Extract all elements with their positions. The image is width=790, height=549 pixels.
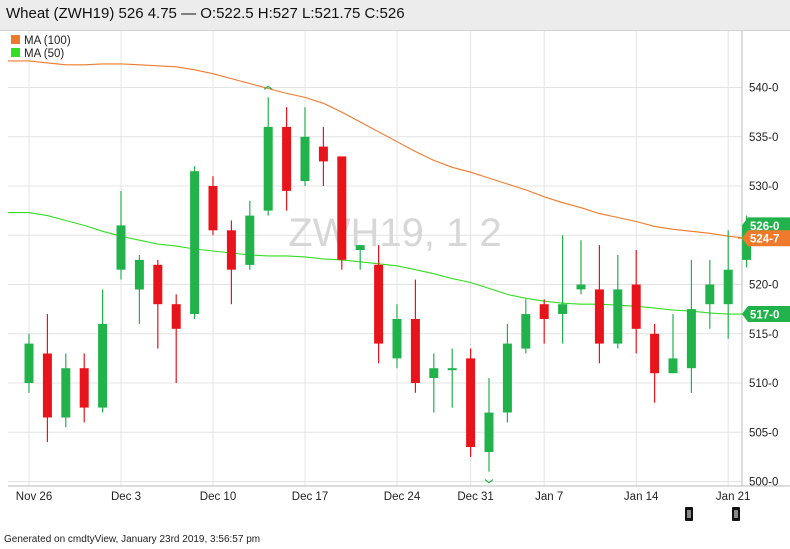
y-tick-label: 535-0 [749,132,778,144]
x-tick-label: Dec 10 [200,491,236,503]
x-tick-label: Dec 31 [457,491,493,503]
candle-body[interactable] [705,284,715,305]
legend-swatch [11,48,20,57]
x-tick-label: Dec 17 [292,491,328,503]
scroll-handle[interactable] [732,507,740,521]
candle-body[interactable] [613,289,623,344]
candle-body[interactable] [484,412,494,452]
x-tick-label: Jan 7 [535,491,563,503]
x-tick-label: Jan 14 [624,491,659,503]
price-badge [742,217,790,234]
candle-body[interactable] [42,353,52,418]
watermark-symbol: ZWH19, 1 2 [288,211,501,255]
price-badge-label: 526-0 [750,221,779,233]
candle-body[interactable] [245,215,255,265]
candle-body[interactable] [539,304,549,319]
candle-body[interactable] [392,319,402,359]
candle-body[interactable] [171,304,181,329]
candle-body[interactable] [116,225,126,270]
y-tick-label: 505-0 [749,427,778,439]
legend-swatch [11,35,20,44]
candle-body[interactable] [502,343,512,413]
chart-title: Wheat (ZWH19) 526 4.75 — O:522.5 H:527 L… [6,5,405,22]
candle-body[interactable] [576,284,586,290]
ma100-line [8,60,747,239]
candle-body[interactable] [337,156,347,260]
candle-body[interactable] [226,230,236,270]
candle-body[interactable] [79,368,89,408]
candle-body[interactable] [521,314,531,349]
candle-body[interactable] [447,368,457,371]
candle-body[interactable] [723,269,733,305]
candle-body[interactable] [466,358,476,447]
candle-body[interactable] [208,186,218,231]
legend-label: MA (100) [24,35,71,47]
candle-body[interactable] [318,146,328,162]
x-tick-label: Jan 21 [716,491,751,503]
legend-label: MA (50) [24,48,64,60]
candle-body[interactable] [24,343,34,383]
candle-body[interactable] [410,319,420,383]
candle-body[interactable] [153,264,163,305]
y-tick-label: 520-0 [749,280,778,292]
candle-body[interactable] [668,358,678,374]
x-tick-label: Nov 26 [16,491,52,503]
scroll-handle[interactable] [685,507,693,521]
candle-body[interactable] [374,264,384,344]
candle-body[interactable] [282,126,292,191]
price-badge-label: 517-0 [750,310,779,322]
candle-body[interactable] [134,259,144,290]
candle-body[interactable] [650,333,660,374]
candle-body[interactable] [98,323,108,408]
price-badge [742,230,790,247]
y-tick-label: 515-0 [749,329,778,341]
x-tick-label: Dec 24 [384,491,421,503]
extreme-marker-icon [263,85,273,90]
candle-body[interactable] [686,309,696,369]
y-tick-label: 530-0 [749,181,778,193]
y-tick-label: 540-0 [749,83,778,95]
candle-body[interactable] [594,289,604,344]
x-tick-label: Dec 3 [111,491,141,503]
candle-body[interactable] [61,368,71,418]
price-badge [742,306,790,323]
y-tick-label: 510-0 [749,378,778,390]
candle-body[interactable] [631,284,641,329]
extreme-marker-icon [484,479,494,484]
candle-body[interactable] [558,304,568,314]
chart-header: Wheat (ZWH19) 526 4.75 — O:522.5 H:527 L… [0,0,790,31]
candle-body[interactable] [263,126,273,211]
price-badge-label: 524-7 [750,234,779,246]
generated-footer: Generated on cmdtyView, January 23rd 201… [4,534,261,545]
candle-body[interactable] [190,171,200,314]
candle-body[interactable] [355,245,365,250]
candle-body[interactable] [300,136,310,182]
candle-body[interactable] [429,368,439,378]
y-tick-label: 500-0 [749,477,778,489]
